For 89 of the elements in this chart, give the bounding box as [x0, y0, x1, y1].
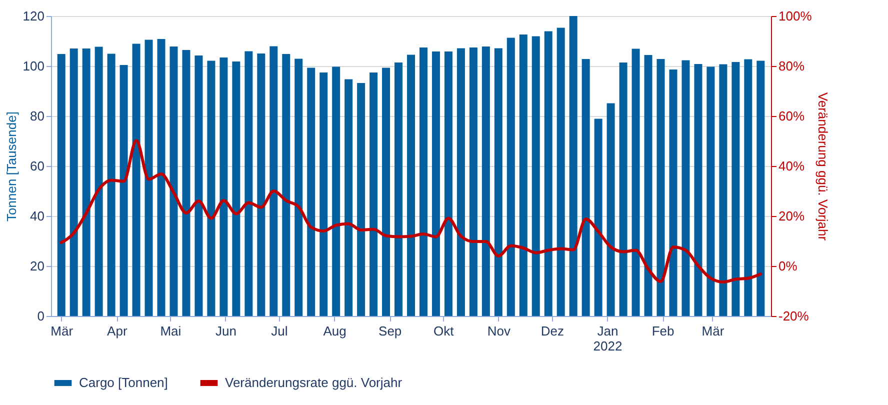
bar [232, 62, 240, 316]
x-tick-label: Mai [160, 324, 182, 338]
bar [556, 28, 565, 316]
bar [57, 54, 66, 316]
bar [257, 54, 266, 316]
bar [207, 60, 216, 316]
bar [307, 68, 316, 316]
bar [394, 62, 403, 316]
y-tick-label: 40 [30, 208, 44, 224]
bar [456, 48, 465, 316]
legend-label: Cargo [Tonnen] [79, 375, 168, 390]
y2-axis-title: Veränderung ggü. Vorjahr [816, 92, 831, 242]
y-tick-label: 100 [22, 58, 44, 74]
y2-tick-label: -20% [778, 308, 810, 324]
bar [582, 59, 590, 316]
y-axis-title: Tonnen [Tausende] [4, 112, 19, 222]
bar [144, 40, 153, 316]
bar [332, 66, 340, 316]
bar [706, 66, 715, 316]
bar [382, 68, 390, 316]
bar [170, 46, 178, 316]
bar [370, 72, 378, 316]
bar [182, 50, 190, 316]
x-tick-label: Okt [433, 324, 454, 338]
bar [132, 44, 140, 316]
bar [644, 55, 652, 316]
x-tick-label: Mär [50, 324, 74, 338]
bar [220, 58, 228, 316]
bar [444, 52, 452, 316]
x-tick-label: Jan 2022 [593, 324, 622, 354]
y2-tick-label: 80% [778, 58, 805, 74]
y2-tick-label: 40% [778, 158, 805, 174]
x-tick-label: Nov [487, 324, 511, 338]
bar [519, 34, 528, 316]
bar [719, 64, 728, 316]
bar [432, 52, 440, 316]
bar [107, 54, 116, 316]
x-tick-label: Jun [215, 324, 236, 338]
y2-tick-label: 60% [778, 108, 805, 124]
line-series [60, 139, 762, 284]
bar [756, 60, 765, 316]
x-tick-label: Feb [652, 324, 674, 338]
x-tick-label: Mär [702, 324, 725, 338]
bar [270, 46, 278, 316]
bar [682, 60, 690, 316]
bar [494, 48, 502, 316]
bar [194, 56, 203, 316]
bar [357, 83, 366, 316]
bar [120, 65, 128, 316]
bar [632, 48, 640, 316]
x-tick-label: Sep [378, 324, 402, 338]
bar [606, 103, 615, 316]
bar [506, 38, 515, 316]
bar [594, 118, 602, 316]
bar [407, 54, 415, 316]
bar [82, 48, 90, 316]
y-tick-label: 0 [37, 308, 44, 324]
bar [294, 58, 303, 316]
y2-tick-label: 100% [778, 8, 812, 24]
bar [344, 79, 353, 316]
bar [669, 70, 678, 316]
bar [544, 31, 552, 316]
bar [244, 51, 253, 316]
bar [157, 39, 166, 316]
bar [282, 54, 290, 316]
bar [419, 48, 428, 316]
bar [469, 48, 478, 316]
bar [619, 62, 628, 316]
bar [569, 16, 578, 316]
y-tick-label: 80 [30, 108, 44, 124]
x-tick-label: Aug [323, 324, 346, 338]
bar [656, 59, 665, 316]
y-tick-label: 20 [30, 258, 44, 274]
bar [94, 46, 103, 316]
bar [532, 36, 540, 316]
x-tick-label: Apr [107, 324, 128, 338]
y-tick-label: 60 [30, 158, 44, 174]
bar [744, 59, 752, 316]
y2-tick-label: 0% [778, 258, 798, 274]
x-tick-label: Jul [271, 324, 288, 338]
y2-tick-label: 20% [778, 208, 805, 224]
x-tick-label: Dez [540, 324, 564, 338]
bar [482, 46, 490, 316]
bar [320, 72, 328, 316]
legend-label: Veränderungsrate ggü. Vorjahr [225, 375, 403, 390]
y-tick-label: 120 [22, 8, 44, 24]
bar [694, 64, 702, 316]
bar [732, 62, 740, 316]
bar [70, 48, 78, 316]
